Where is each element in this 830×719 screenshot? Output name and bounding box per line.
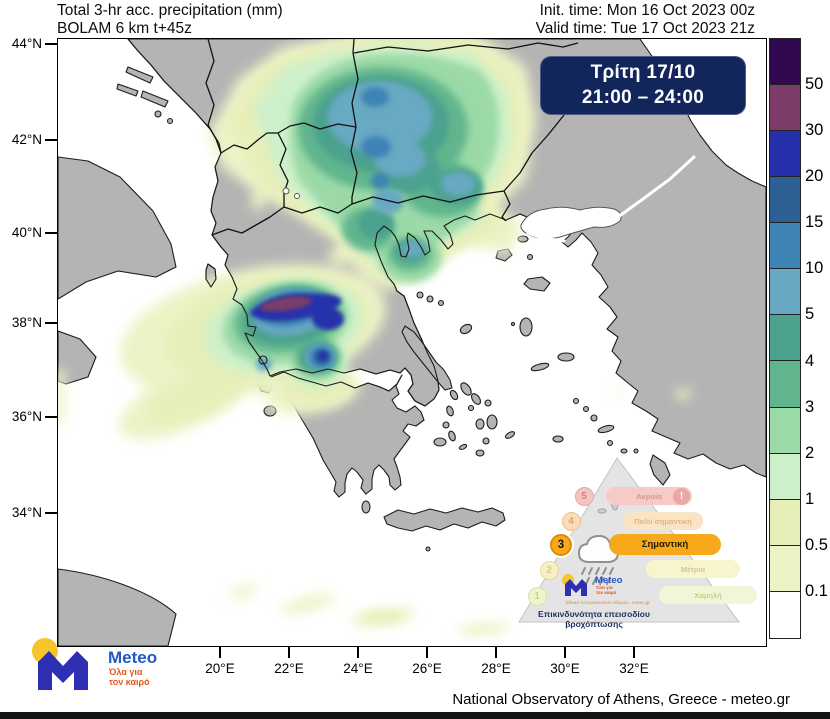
time-box-day: Τρίτη 17/10 <box>590 62 696 83</box>
lon-tick <box>288 646 290 658</box>
risk-level-4-circle: 4 <box>561 511 581 531</box>
meteo-logo-graphic <box>32 638 88 690</box>
legend-label: 0.1 <box>805 581 828 600</box>
lon-label: 30°E <box>550 661 580 676</box>
lon-label: 24°E <box>343 661 373 676</box>
risk-level-5-pill: Ακραία <box>606 487 692 505</box>
legend-label: 4 <box>805 351 815 370</box>
legend-label: 1 <box>805 489 815 508</box>
pyramid-logo-name: Meteo <box>595 575 623 586</box>
lat-label: 42°N <box>11 132 42 147</box>
legend-cell <box>770 85 800 132</box>
legend-label: 3 <box>805 397 815 416</box>
land-euboea <box>401 325 453 391</box>
lon-tick <box>495 646 497 658</box>
legend-cell <box>770 177 800 224</box>
init-time: Init. time: Mon 16 Oct 2023 00z <box>539 2 755 19</box>
map-title: Total 3-hr acc. precipitation (mm) <box>57 2 283 19</box>
lon-label: 28°E <box>481 661 511 676</box>
lat-tick <box>45 512 57 514</box>
legend-label: 10 <box>805 259 824 278</box>
map-area <box>57 38 767 647</box>
map-svg <box>58 39 766 646</box>
lon-tick <box>357 646 359 658</box>
legend-label: 30 <box>805 121 824 140</box>
lat-label: 40°N <box>11 225 42 240</box>
meteo-m-icon <box>565 579 587 596</box>
legend-cell <box>770 223 800 270</box>
land-italy-toe <box>58 330 97 385</box>
risk-level-2-pill: Μέτρια <box>646 560 740 578</box>
lon-label: 20°E <box>205 661 235 676</box>
lat-tick <box>45 416 57 418</box>
legend-label: 15 <box>805 213 824 232</box>
legend-label: 20 <box>805 167 824 186</box>
legend-label: 2 <box>805 443 815 462</box>
land-africa <box>58 568 177 646</box>
straits <box>526 155 696 243</box>
precip-layer-30 <box>260 296 312 312</box>
meteo-logo-small <box>562 574 587 596</box>
legend-label: 5 <box>805 305 815 324</box>
legend-cell <box>770 131 800 178</box>
time-box: Τρίτη 17/10 21:00 – 24:00 <box>540 56 746 115</box>
risk-level-1-circle: 1 <box>527 586 547 606</box>
model-info: BOLAM 6 km t+45z <box>57 19 192 37</box>
lon-label: 22°E <box>274 661 304 676</box>
legend-cell <box>770 545 800 592</box>
lat-label: 44°N <box>11 36 42 51</box>
legend-cell <box>770 591 800 638</box>
legend-label: 50 <box>805 75 824 94</box>
lon-label: 26°E <box>412 661 442 676</box>
lon-label: 32°E <box>619 661 649 676</box>
lon-tick <box>219 646 221 658</box>
lat-tick <box>45 322 57 324</box>
valid-time: Valid time: Tue 17 Oct 2023 21z <box>535 19 755 37</box>
bottom-bar <box>0 712 830 719</box>
meteo-logo: Meteo Όλα για τον καιρό <box>24 636 194 696</box>
risk-level-2-circle: 2 <box>539 560 559 580</box>
legend-bar <box>769 38 801 639</box>
land-crete <box>383 507 506 532</box>
header-right: Init. time: Mon 16 Oct 2023 00z Valid ti… <box>536 2 755 37</box>
legend-cell <box>770 269 800 316</box>
brand-name: Meteo <box>108 648 158 667</box>
brand-tagline: Όλα για τον καιρό <box>109 667 150 687</box>
lon-tick <box>564 646 566 658</box>
lon-tick <box>633 646 635 658</box>
legend-label: 0.5 <box>805 535 828 554</box>
pyramid-caption: Επικινδυνότητα επεισοδίου βροχόπτωσης <box>538 609 650 629</box>
land-italy-heel <box>58 156 177 300</box>
risk-level-3-pill: Σημαντική <box>609 534 721 555</box>
header-left: Total 3-hr acc. precipitation (mm) BOLAM… <box>57 2 283 37</box>
risk-level-5-badge: ! <box>673 487 690 505</box>
lat-tick <box>45 139 57 141</box>
risk-level-3-circle: 3 <box>550 534 572 556</box>
lat-label: 36°N <box>11 409 42 424</box>
risk-level-4-pill: Πολύ σημαντική <box>623 512 703 530</box>
time-box-range: 21:00 – 24:00 <box>581 87 705 108</box>
lon-tick <box>426 646 428 658</box>
risk-pyramid: Meteo Όλα για τον καιρό Εθνικό Αστεροσκοπ… <box>503 450 765 630</box>
pyramid-logo-tagline: Όλα για τον καιρό <box>596 585 617 595</box>
risk-level-1-pill: Χαμηλή <box>659 586 757 604</box>
lat-label: 34°N <box>11 505 42 520</box>
lat-label: 38°N <box>11 315 42 330</box>
coastlines-overlay <box>127 39 559 407</box>
legend-cell <box>770 499 800 546</box>
legend-labels: 50 30 20 15 10 5 4 3 2 1 0.5 0.1 <box>805 38 830 637</box>
legend-cell <box>770 39 800 86</box>
legend-cell <box>770 453 800 500</box>
risk-level-5-circle: 5 <box>574 486 594 506</box>
legend-cell <box>770 315 800 362</box>
legend-cell <box>770 407 800 454</box>
lat-tick <box>45 232 57 234</box>
lat-tick <box>45 43 57 45</box>
legend-cell <box>770 361 800 408</box>
meteo-m-icon <box>38 651 88 690</box>
pyramid-org-line: Εθνικό Αστεροσκοπείο Αθηνών - meteo.gr <box>566 600 650 605</box>
attribution: National Observatory of Athens, Greece -… <box>452 691 790 708</box>
